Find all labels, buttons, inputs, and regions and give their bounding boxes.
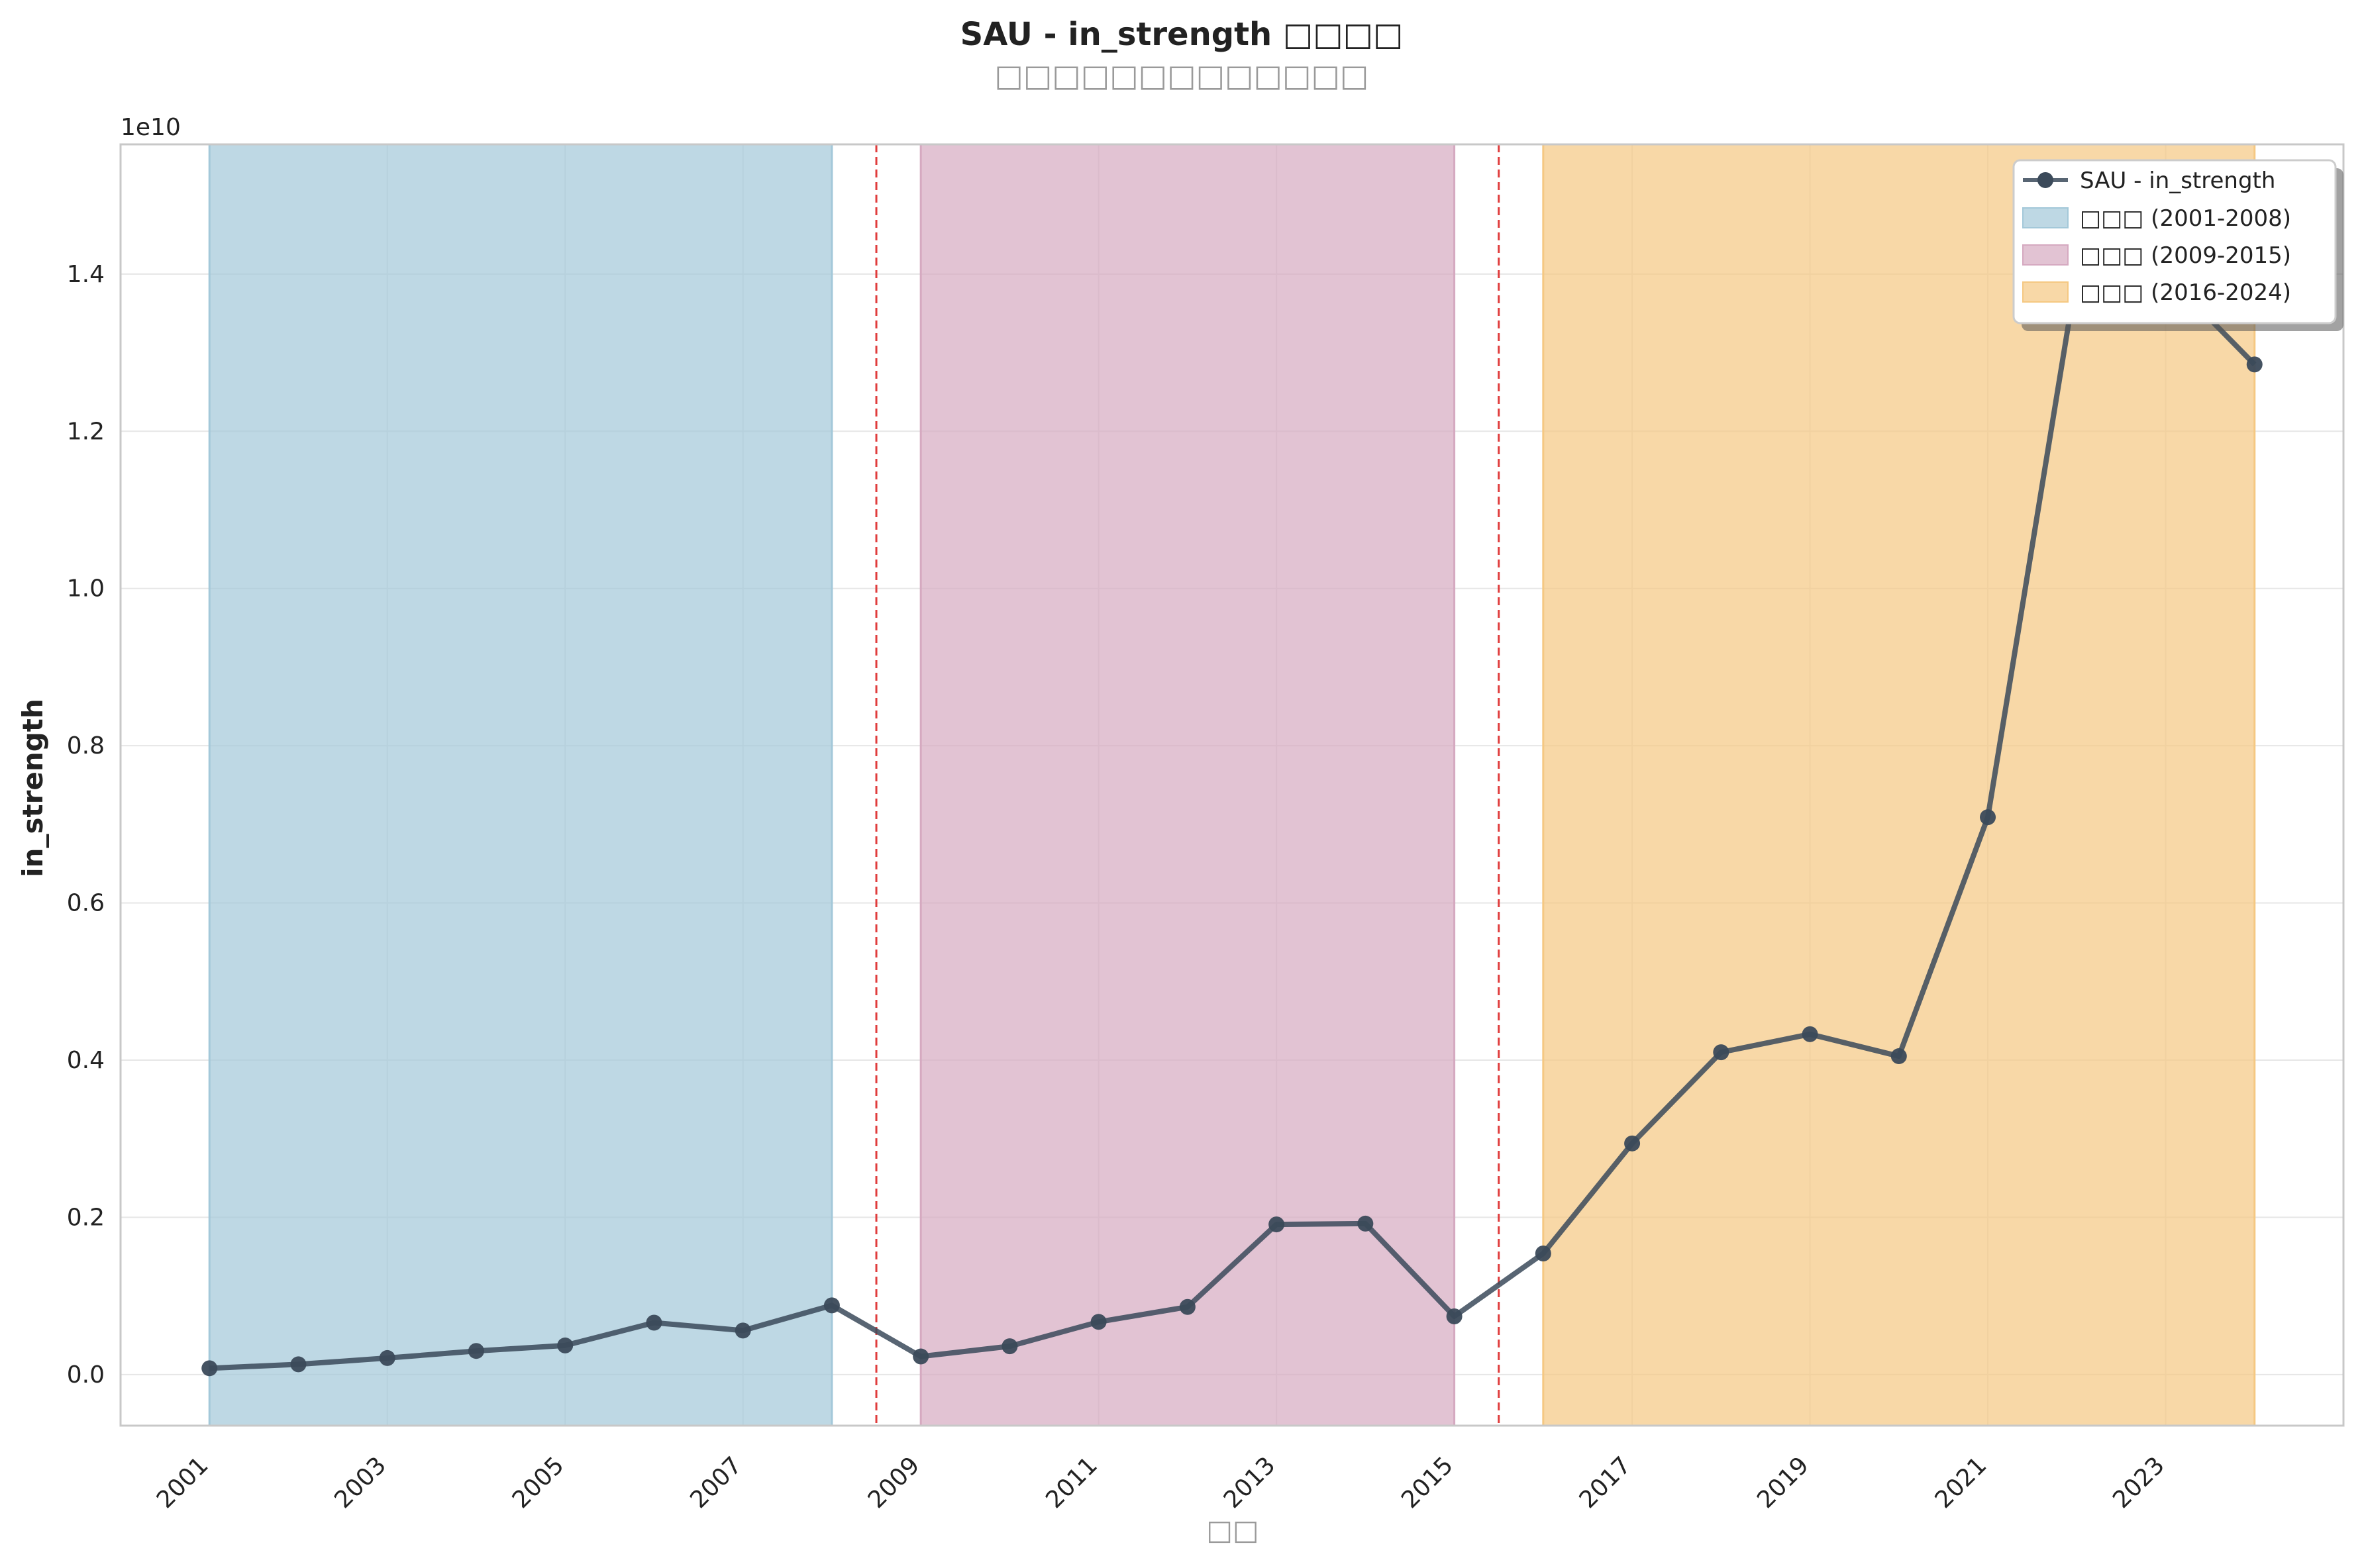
data-point	[1446, 1308, 1463, 1324]
x-tick-label: 2003	[329, 1451, 391, 1514]
x-tick-label: 2007	[685, 1451, 747, 1514]
legend-point-marker	[2037, 172, 2053, 188]
x-axis-label: □□	[1206, 1514, 1259, 1546]
x-tick-label: 2005	[507, 1451, 570, 1514]
period-band-1	[208, 143, 833, 1427]
data-point	[290, 1356, 307, 1373]
y-axis-ticks: 0.0 0.2 0.4 0.6 0.8 1.0 1.2 1.4	[67, 261, 105, 1389]
data-point	[1713, 1044, 1729, 1061]
x-tick-label: 2023	[2108, 1451, 2170, 1514]
data-point	[735, 1322, 751, 1339]
data-point	[1090, 1314, 1107, 1330]
period-band-3	[1542, 143, 2256, 1427]
data-point	[1535, 1246, 1551, 1262]
legend-label-series: SAU - in_strength	[2080, 168, 2275, 194]
y-tick-label: 0.6	[67, 890, 105, 917]
x-tick-label: 2017	[1574, 1451, 1637, 1514]
x-tick-label: 2009	[863, 1451, 925, 1514]
data-point	[1357, 1215, 1374, 1232]
period-band-2	[919, 143, 1456, 1427]
data-point	[1802, 1026, 1818, 1042]
x-tick-label: 2011	[1041, 1451, 1103, 1514]
chart-subtitle: □□□□□□□□□□□□□	[994, 58, 1368, 93]
data-point	[1624, 1135, 1641, 1152]
data-point	[1002, 1338, 1018, 1355]
y-tick-label: 0.8	[67, 732, 105, 760]
x-tick-label: 2001	[152, 1451, 214, 1514]
data-point	[823, 1297, 840, 1314]
y-tick-label: 1.2	[67, 418, 105, 445]
legend-swatch-period-3	[2022, 281, 2069, 303]
data-point	[557, 1337, 574, 1353]
y-tick-label: 0.4	[67, 1047, 105, 1074]
plot-frame	[119, 143, 2345, 1427]
plot-area	[119, 143, 2345, 1427]
data-point	[468, 1343, 484, 1359]
data-point	[1268, 1216, 1285, 1233]
y-axis-scale-label: 1e10	[121, 114, 181, 141]
legend-label-period-1: □□□ (2001-2008)	[2080, 205, 2291, 232]
x-axis-ticks: 2001 2003 2005 2007 2009 2011 2013 2015 2017 2019…	[152, 1451, 2170, 1514]
x-tick-label: 2019	[1752, 1451, 1814, 1514]
y-axis-label: in_strength	[17, 699, 49, 877]
chart-title: SAU - in_strength □□□□	[960, 16, 1404, 53]
y-tick-label: 1.4	[67, 261, 105, 288]
legend: SAU - in_strength □□□ (2001-2008) □□□ (2…	[2012, 159, 2343, 331]
data-point	[1890, 1048, 1907, 1065]
data-point	[646, 1314, 662, 1331]
x-tick-label: 2013	[1219, 1451, 1281, 1514]
legend-swatch-period-2	[2022, 244, 2069, 266]
data-point	[1179, 1298, 1196, 1315]
legend-label-period-3: □□□ (2016-2024)	[2080, 279, 2291, 306]
legend-swatch-period-1	[2022, 207, 2069, 228]
y-tick-label: 0.2	[67, 1204, 105, 1231]
y-tick-label: 0.0	[67, 1361, 105, 1389]
y-tick-label: 1.0	[67, 575, 105, 603]
legend-frame	[2012, 159, 2337, 324]
series-line	[209, 271, 2257, 1371]
legend-label-period-2: □□□ (2009-2015)	[2080, 242, 2291, 269]
x-tick-label: 2021	[1930, 1451, 1992, 1514]
data-point	[201, 1360, 218, 1377]
data-point	[1980, 809, 1996, 826]
data-point	[379, 1349, 395, 1366]
data-point	[2246, 356, 2263, 373]
x-tick-label: 2015	[1396, 1451, 1459, 1514]
data-point	[913, 1348, 929, 1365]
